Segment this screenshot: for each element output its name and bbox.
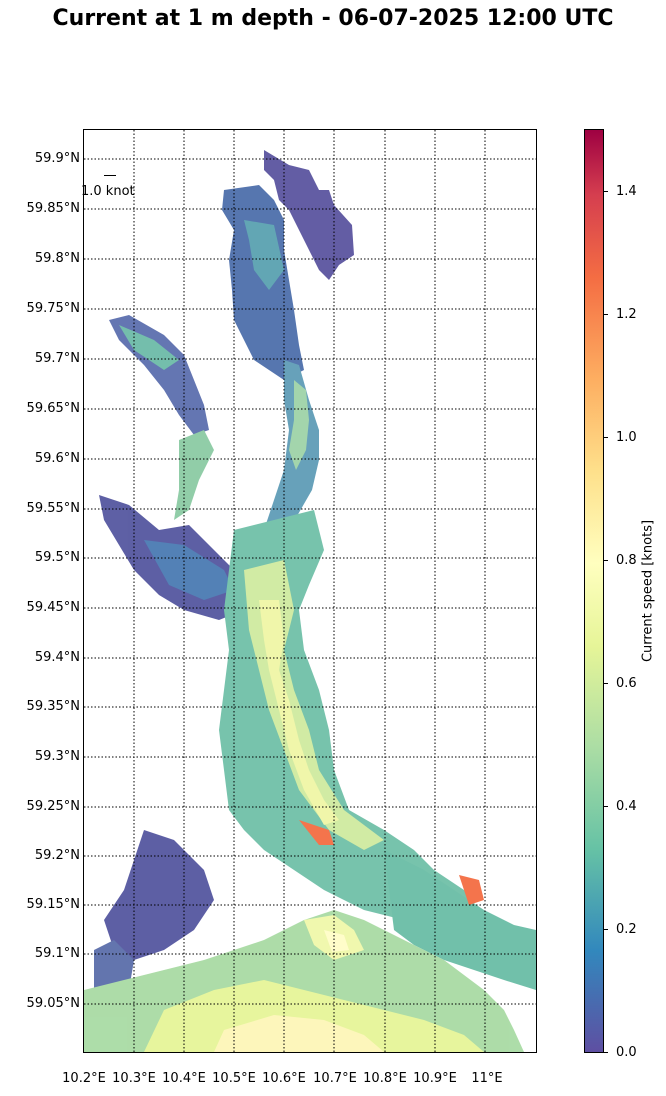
west-sub-basin — [104, 830, 214, 960]
colorbar-tick-mark — [604, 560, 608, 561]
y-tick-label: 59.5°N — [34, 550, 80, 565]
map-title: Current at 1 m depth - 06-07-2025 12:00 … — [52, 6, 614, 31]
colorbar-tick-mark — [604, 683, 608, 684]
x-tick-label: 10.7°E — [313, 1071, 357, 1086]
colorbar-tick-mark — [604, 806, 608, 807]
middle-west-arm — [174, 430, 214, 520]
y-tick-label: 59.25°N — [26, 799, 80, 814]
colorbar-tick-label: 0.2 — [616, 922, 637, 937]
y-tick-label: 59.1°N — [34, 946, 80, 961]
y-tick-label: 59.2°N — [34, 848, 80, 863]
x-tick-label: 10.5°E — [212, 1071, 256, 1086]
colorbar-tick-mark — [604, 437, 608, 438]
colorbar-tick-mark — [604, 1052, 608, 1053]
y-tick-label: 59.85°N — [26, 201, 80, 216]
north-fjord-arm — [264, 150, 354, 280]
colorbar-label: Current speed [knots] — [640, 519, 656, 663]
y-tick-label: 59.8°N — [34, 251, 80, 266]
x-tick-label: 10.2°E — [62, 1071, 106, 1086]
y-tick-label: 59.65°N — [26, 401, 80, 416]
scale-label: 1.0 knot — [81, 184, 135, 199]
north-west-inlet — [222, 185, 304, 380]
x-tick-label: 10.9°E — [413, 1071, 457, 1086]
x-tick-label: 10.4°E — [162, 1071, 206, 1086]
scale-arrow-icon — [104, 175, 116, 176]
colorbar-tick-mark — [604, 929, 608, 930]
colorbar-tick-label: 1.0 — [616, 430, 637, 445]
y-tick-label: 59.05°N — [26, 996, 80, 1011]
y-tick-label: 59.9°N — [34, 151, 80, 166]
colorbar-tick-label: 0.6 — [616, 676, 637, 691]
colorbar-tick-label: 1.2 — [616, 307, 637, 322]
y-tick-label: 59.75°N — [26, 301, 80, 316]
y-tick-label: 59.55°N — [26, 501, 80, 516]
colorbar — [584, 129, 604, 1053]
colorbar-tick-label: 1.4 — [616, 184, 637, 199]
east-branch — [384, 850, 536, 990]
y-tick-label: 59.6°N — [34, 451, 80, 466]
x-tick-label: 11°E — [471, 1071, 503, 1086]
x-tick-label: 10.3°E — [112, 1071, 156, 1086]
current-map — [83, 129, 537, 1053]
x-tick-label: 10.8°E — [363, 1071, 407, 1086]
y-tick-label: 59.4°N — [34, 650, 80, 665]
y-tick-label: 59.35°N — [26, 699, 80, 714]
y-tick-label: 59.7°N — [34, 351, 80, 366]
y-tick-label: 59.45°N — [26, 600, 80, 615]
fjord-waters — [84, 150, 536, 1052]
y-tick-label: 59.15°N — [26, 897, 80, 912]
colorbar-tick-label: 0.4 — [616, 799, 637, 814]
colorbar-tick-label: 0.8 — [616, 553, 637, 568]
x-tick-label: 10.6°E — [262, 1071, 306, 1086]
colorbar-tick-mark — [604, 191, 608, 192]
colorbar-tick-label: 0.0 — [616, 1045, 637, 1060]
colorbar-tick-mark — [604, 314, 608, 315]
y-tick-label: 59.3°N — [34, 749, 80, 764]
